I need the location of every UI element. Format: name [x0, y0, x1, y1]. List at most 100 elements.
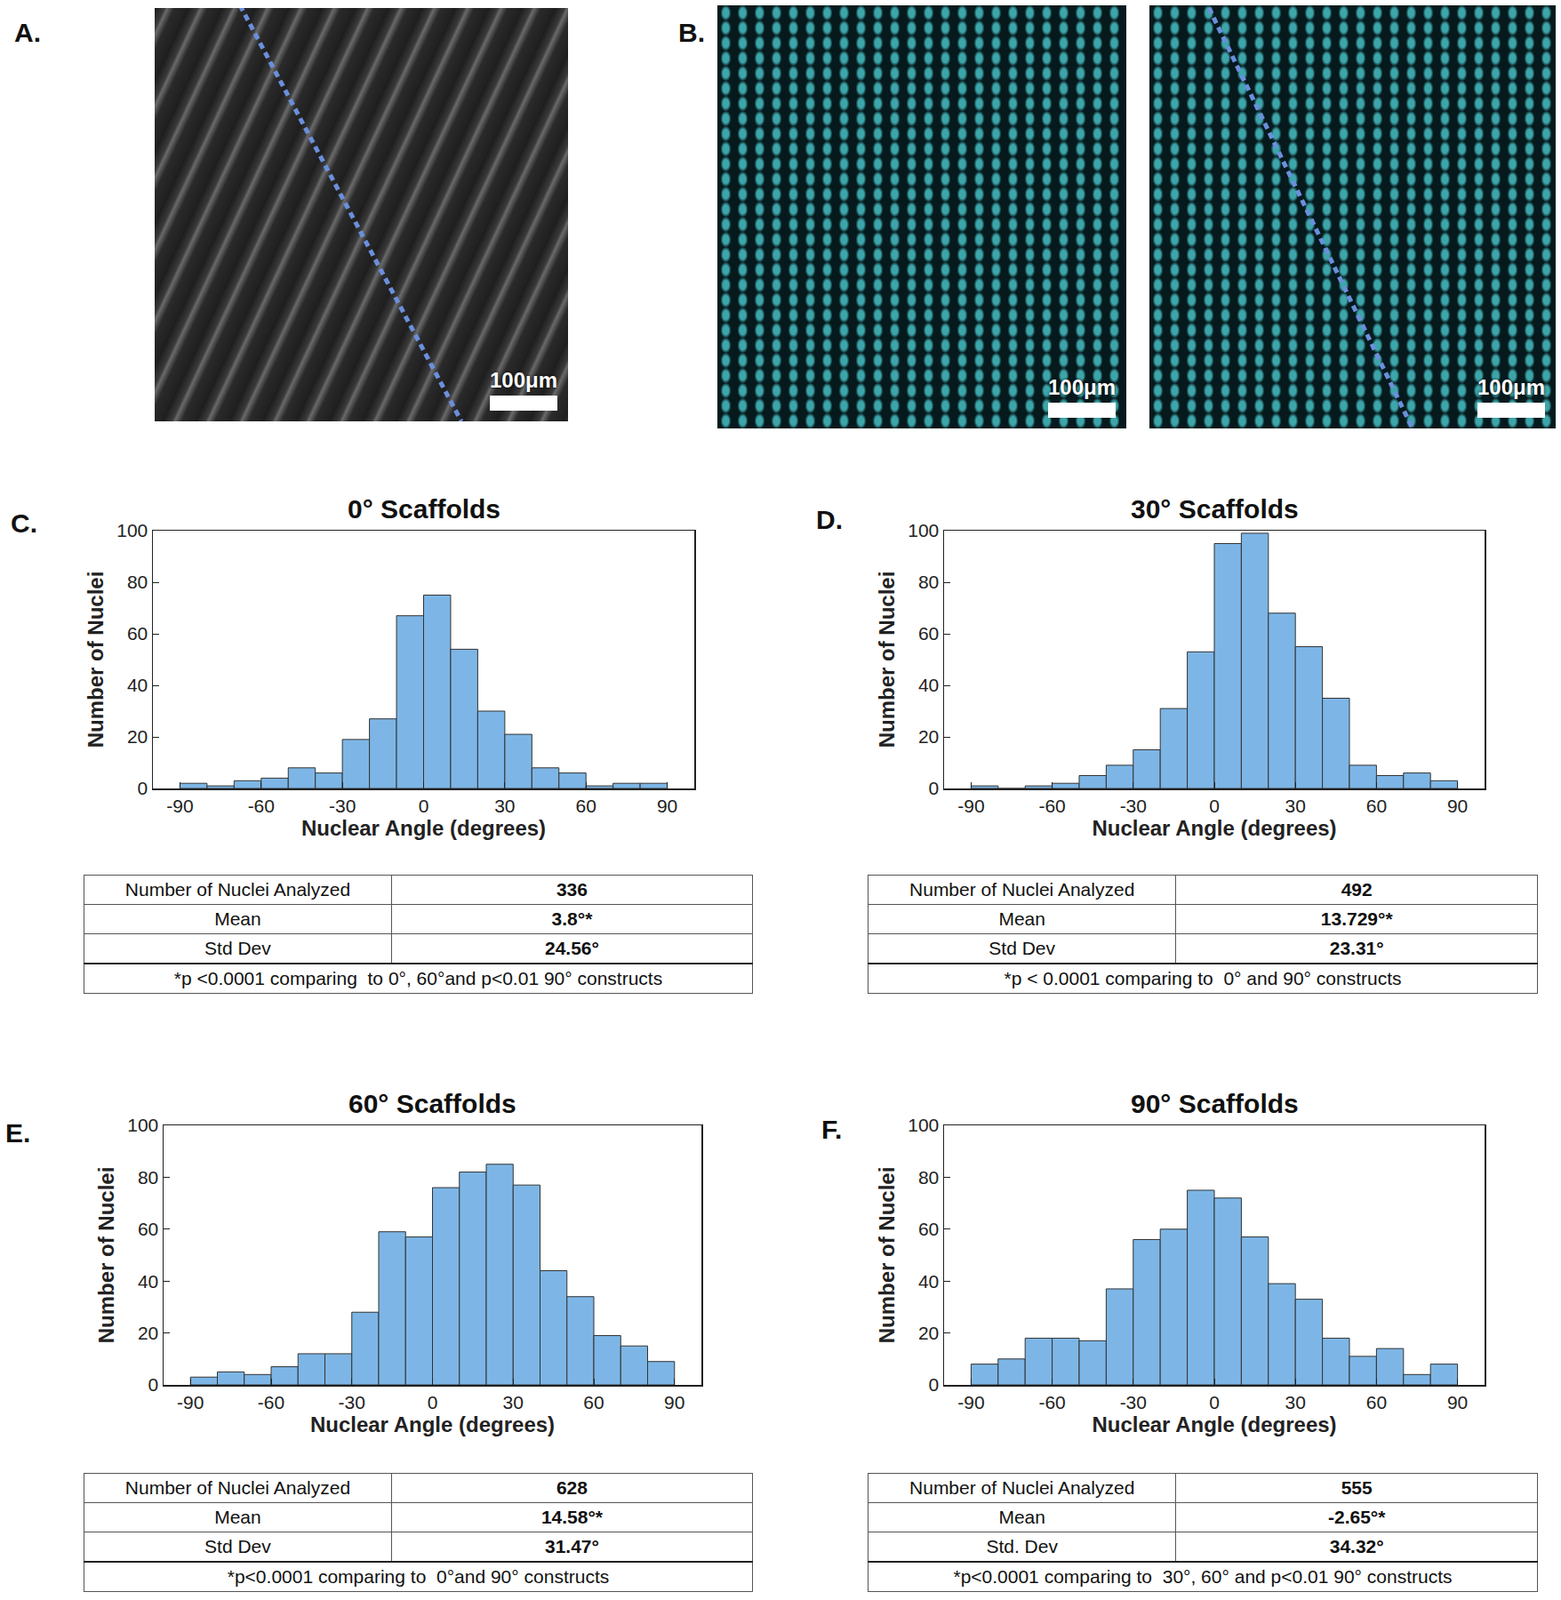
svg-text:0° Scaffolds: 0° Scaffolds: [347, 494, 501, 524]
svg-text:-30: -30: [338, 1392, 366, 1413]
html-text:Mean: Mean: [998, 1506, 1046, 1528]
svg-text:-90: -90: [176, 1392, 204, 1413]
svg-text:40: 40: [137, 1271, 159, 1292]
svg-text:30: 30: [1285, 795, 1306, 817]
html-text:-2.65°*: -2.65°*: [1328, 1506, 1386, 1528]
svg-text:90: 90: [656, 795, 678, 817]
svg-text:0: 0: [418, 795, 430, 817]
html-text:F.: F.: [821, 1114, 843, 1145]
svg-text:0: 0: [1208, 1392, 1220, 1413]
html-text:Std Dev: Std Dev: [204, 1536, 271, 1557]
svg-text:60° Scaffolds: 60° Scaffolds: [348, 1088, 517, 1119]
html-text:336: 336: [556, 879, 588, 900]
html-text:100μm: 100μm: [489, 368, 558, 393]
html-text:Number of Nuclei Analyzed: Number of Nuclei Analyzed: [909, 1477, 1135, 1498]
svg-text:60: 60: [918, 1218, 939, 1240]
svg-text:-30: -30: [328, 795, 356, 817]
svg-text:-30: -30: [1120, 1392, 1147, 1413]
svg-text:80: 80: [127, 571, 148, 593]
svg-text:60: 60: [918, 623, 939, 644]
svg-text:-60: -60: [1038, 795, 1065, 817]
html-text:Std. Dev: Std. Dev: [986, 1536, 1058, 1557]
html-text:Std Dev: Std Dev: [988, 937, 1056, 959]
svg-text:0: 0: [1208, 795, 1220, 817]
svg-text:100: 100: [907, 1114, 939, 1136]
svg-text:-60: -60: [257, 1392, 285, 1413]
html-text:*p < 0.0001 comparing to 0° an: *p < 0.0001 comparing to 0° and 90° cons…: [1004, 968, 1402, 989]
svg-text:60: 60: [583, 1392, 604, 1413]
svg-text:-60: -60: [1038, 1392, 1065, 1413]
svg-text:40: 40: [918, 674, 939, 696]
html-text:555: 555: [1341, 1477, 1373, 1498]
svg-text:60: 60: [1366, 795, 1387, 817]
svg-text:-90: -90: [166, 795, 193, 817]
svg-text:Nuclear Angle (degrees): Nuclear Angle (degrees): [1091, 816, 1337, 841]
html-text:24.56°: 24.56°: [544, 937, 600, 959]
html-text:Number of Nuclei Analyzed: Number of Nuclei Analyzed: [125, 879, 351, 900]
html-text:628: 628: [556, 1477, 588, 1498]
svg-text:-30: -30: [1120, 795, 1147, 817]
svg-text:30: 30: [494, 795, 515, 817]
svg-text:-90: -90: [957, 795, 985, 817]
html-text:Mean: Mean: [214, 1506, 262, 1528]
svg-text:Number of Nuclei: Number of Nuclei: [94, 1167, 119, 1345]
html-text:Std Dev: Std Dev: [204, 937, 271, 959]
html-text:D.: D.: [816, 504, 843, 535]
html-text:Mean: Mean: [214, 908, 262, 929]
svg-text:40: 40: [127, 674, 148, 696]
svg-text:20: 20: [137, 1322, 159, 1344]
svg-text:30: 30: [503, 1392, 524, 1413]
svg-text:Nuclear Angle (degrees): Nuclear Angle (degrees): [301, 816, 546, 841]
html-text:492: 492: [1341, 879, 1373, 900]
svg-text:80: 80: [137, 1167, 159, 1188]
html-text:23.31°: 23.31°: [1329, 937, 1384, 959]
svg-text:60: 60: [576, 795, 597, 817]
svg-text:100: 100: [127, 1114, 159, 1136]
svg-text:90: 90: [1447, 795, 1468, 817]
svg-text:0: 0: [148, 1374, 160, 1395]
svg-text:-60: -60: [248, 795, 275, 817]
svg-text:30: 30: [1285, 1392, 1306, 1413]
svg-text:30° Scaffolds: 30° Scaffolds: [1130, 494, 1299, 524]
svg-text:Nuclear Angle (degrees): Nuclear Angle (degrees): [1091, 1412, 1337, 1437]
svg-text:60: 60: [137, 1218, 159, 1240]
html-text:100μm: 100μm: [1048, 375, 1116, 400]
svg-text:Number of Nuclei: Number of Nuclei: [83, 571, 108, 749]
svg-text:0: 0: [928, 777, 940, 799]
html-text:A.: A.: [14, 17, 41, 48]
html-text:14.58°*: 14.58°*: [541, 1506, 603, 1528]
html-text:100μm: 100μm: [1477, 375, 1545, 400]
svg-text:-90: -90: [957, 1392, 985, 1413]
html-text:E.: E.: [5, 1118, 31, 1148]
svg-text:20: 20: [918, 1322, 939, 1344]
svg-text:100: 100: [907, 520, 939, 541]
html-text:C.: C.: [10, 508, 38, 538]
svg-text:Number of Nuclei: Number of Nuclei: [874, 571, 899, 749]
svg-text:90: 90: [1447, 1392, 1468, 1413]
svg-text:0: 0: [137, 777, 149, 799]
html-text:31.47°: 31.47°: [544, 1536, 600, 1557]
svg-text:60: 60: [127, 623, 148, 644]
svg-text:20: 20: [918, 726, 939, 747]
svg-text:20: 20: [127, 726, 148, 747]
svg-text:80: 80: [918, 1167, 939, 1188]
html-text:Mean: Mean: [998, 908, 1046, 929]
html-text:34.32°: 34.32°: [1329, 1536, 1384, 1557]
html-text:*p <0.0001 comparing to 0°, 60: *p <0.0001 comparing to 0°, 60°and p<0.0…: [174, 968, 663, 989]
svg-text:90° Scaffolds: 90° Scaffolds: [1130, 1088, 1299, 1119]
html-text:Number of Nuclei Analyzed: Number of Nuclei Analyzed: [125, 1477, 351, 1498]
svg-text:Nuclear Angle (degrees): Nuclear Angle (degrees): [310, 1412, 555, 1437]
svg-text:60: 60: [1366, 1392, 1387, 1413]
html-text:13.729°*: 13.729°*: [1320, 908, 1393, 929]
svg-text:0: 0: [928, 1374, 940, 1395]
svg-text:40: 40: [918, 1271, 939, 1292]
html-text:*p<0.0001 comparing to 0°and 9: *p<0.0001 comparing to 0°and 90° constru…: [227, 1566, 610, 1587]
svg-text:100: 100: [116, 520, 148, 541]
svg-text:80: 80: [918, 571, 939, 593]
html-text:B.: B.: [678, 17, 705, 48]
svg-text:0: 0: [427, 1392, 439, 1413]
svg-text:90: 90: [664, 1392, 685, 1413]
html-text:3.8°*: 3.8°*: [551, 908, 593, 929]
svg-text:Number of Nuclei: Number of Nuclei: [874, 1167, 899, 1345]
html-text:Number of Nuclei Analyzed: Number of Nuclei Analyzed: [909, 879, 1135, 900]
